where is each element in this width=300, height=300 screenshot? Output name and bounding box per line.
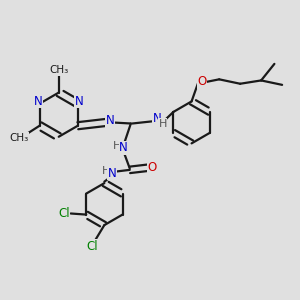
Text: O: O	[197, 75, 207, 88]
Text: N: N	[153, 112, 161, 125]
Text: N: N	[75, 95, 84, 108]
Text: CH₃: CH₃	[49, 65, 68, 75]
Text: N: N	[108, 167, 117, 180]
Text: N: N	[119, 141, 128, 154]
Text: H: H	[102, 167, 111, 176]
Text: H: H	[113, 141, 121, 151]
Text: Cl: Cl	[86, 240, 98, 253]
Text: Cl: Cl	[58, 207, 70, 220]
Text: H: H	[158, 118, 167, 129]
Text: O: O	[147, 161, 157, 174]
Text: N: N	[34, 95, 43, 108]
Text: CH₃: CH₃	[9, 133, 28, 143]
Text: N: N	[106, 114, 115, 128]
